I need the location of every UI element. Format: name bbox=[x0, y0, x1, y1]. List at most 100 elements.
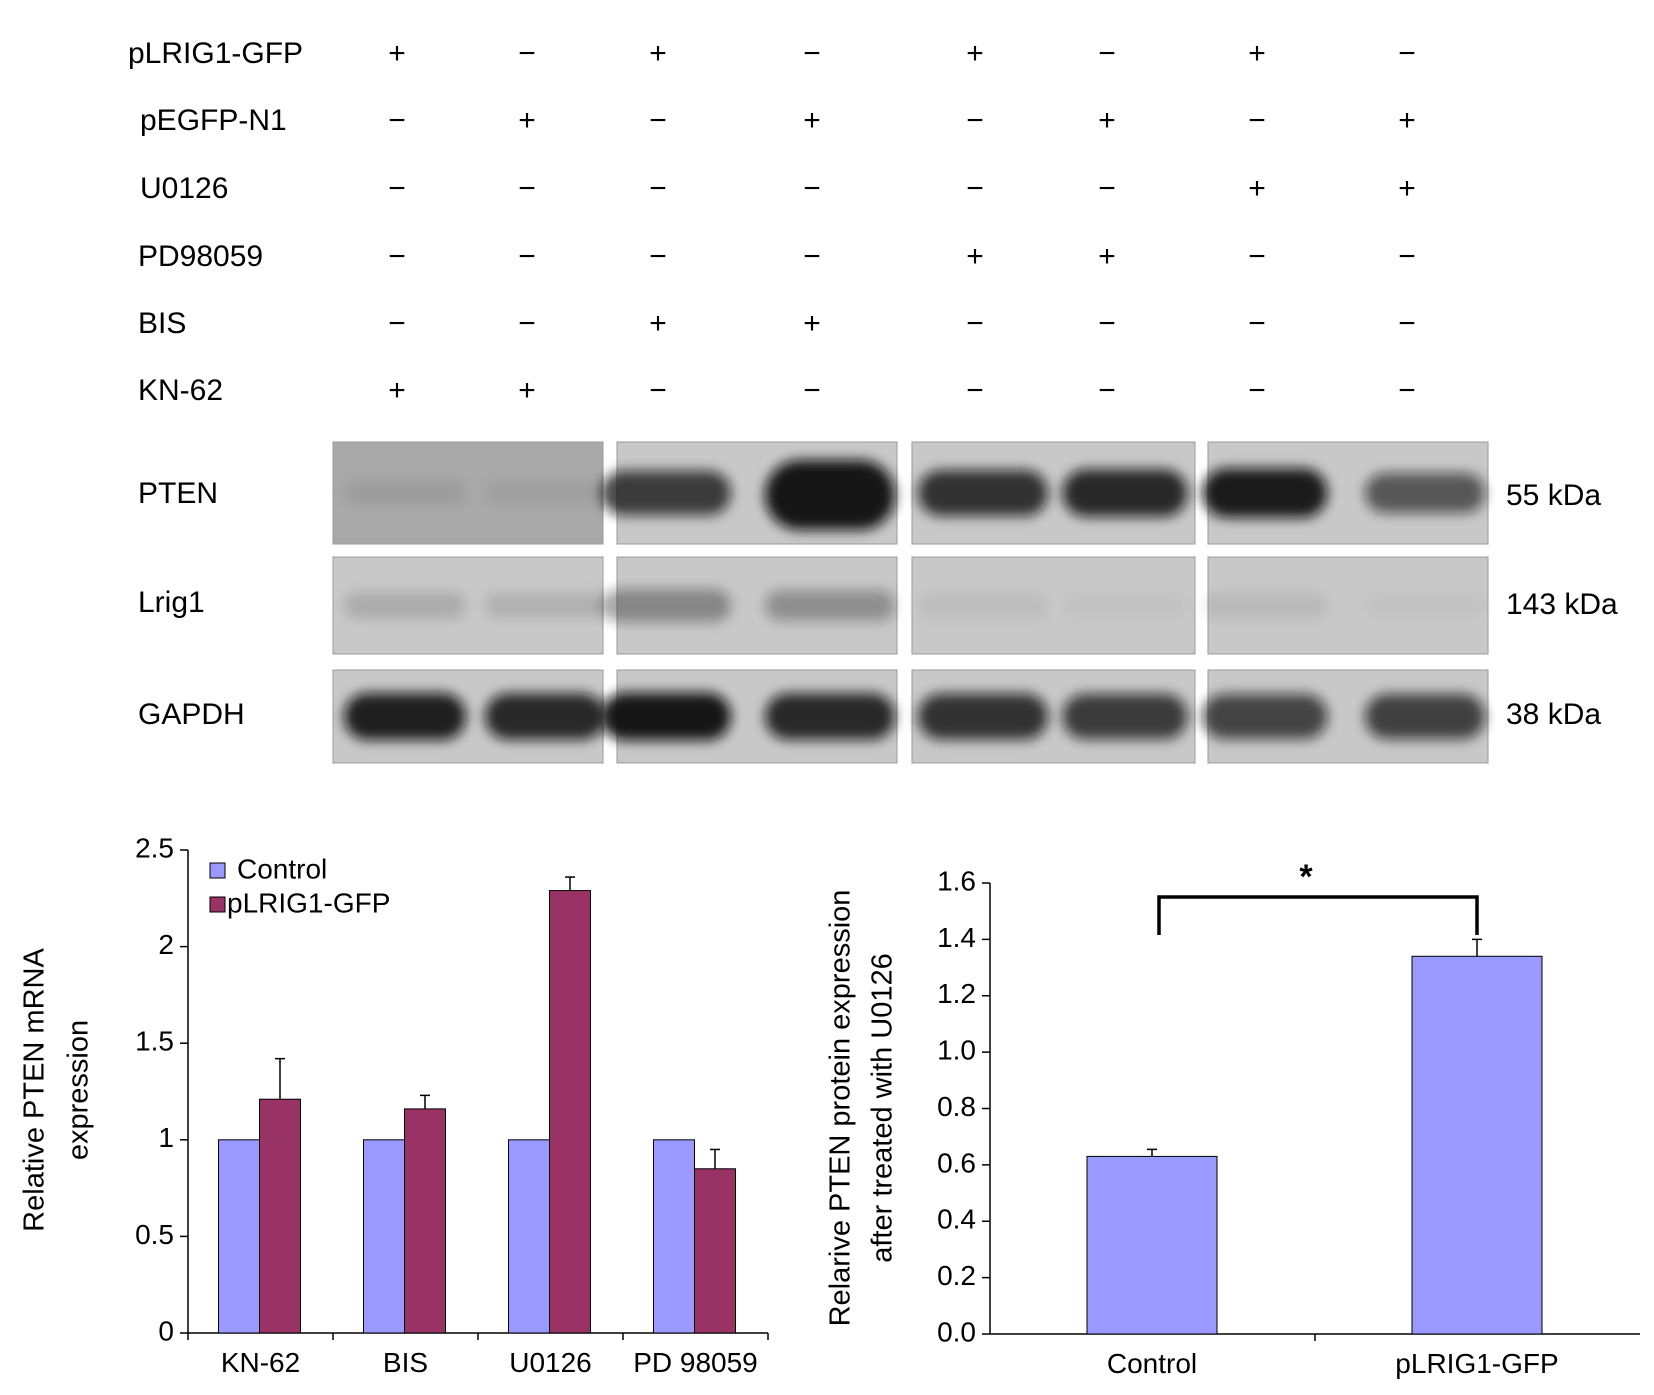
blot-size-label: 143 kDa bbox=[1506, 588, 1618, 621]
blot-band bbox=[765, 460, 895, 530]
blot-label: PTEN bbox=[138, 477, 218, 510]
legend-label: pLRIG1-GFP bbox=[227, 887, 390, 918]
treatment-sign: + bbox=[966, 37, 984, 70]
treatment-sign: + bbox=[803, 307, 821, 340]
treatment-sign: − bbox=[1248, 240, 1266, 273]
treatment-sign: − bbox=[518, 307, 536, 340]
treatment-sign: − bbox=[1098, 37, 1116, 70]
treatment-sign: + bbox=[1398, 172, 1416, 205]
blot-band bbox=[485, 592, 605, 619]
bar bbox=[363, 1139, 405, 1334]
treatment-sign: − bbox=[1398, 374, 1416, 407]
blot-band bbox=[601, 589, 731, 622]
treatment-sign: − bbox=[1398, 240, 1416, 273]
significance-bracket bbox=[1157, 895, 1479, 935]
y-tick-label: 0.2 bbox=[937, 1260, 976, 1291]
blot-size-label: 38 kDa bbox=[1506, 698, 1601, 731]
treatment-sign: + bbox=[803, 104, 821, 137]
bar bbox=[1411, 955, 1543, 1335]
treatment-sign: − bbox=[388, 104, 406, 137]
y-axis-title: after treated with U0126 bbox=[867, 953, 899, 1263]
blot-band bbox=[1202, 468, 1328, 518]
treatment-sign: − bbox=[1398, 37, 1416, 70]
blot-band bbox=[485, 693, 605, 740]
bar bbox=[218, 1139, 260, 1334]
treatment-sign: + bbox=[966, 240, 984, 273]
treatment-sign: − bbox=[518, 240, 536, 273]
treatment-sign: − bbox=[803, 37, 821, 70]
treatment-label: pLRIG1-GFP bbox=[128, 37, 303, 70]
blot-band bbox=[344, 592, 466, 619]
y-tick-label: 1 bbox=[158, 1122, 174, 1153]
treatment-sign: − bbox=[803, 172, 821, 205]
treatment-sign: + bbox=[1398, 104, 1416, 137]
bar bbox=[694, 1168, 736, 1334]
protein-bar-chart: 0.0 0.2 0.4 0.6 0.8 1.0 1.2 1.4 1.6 Control pLRIG1… bbox=[825, 858, 1640, 1379]
treatment-sign: + bbox=[1098, 240, 1116, 273]
blot-band bbox=[918, 693, 1048, 740]
mrna-bar-chart: 0 0.5 1 1.5 2 2.5 KN-62 BIS U0126 PD 98059 Control… bbox=[19, 832, 769, 1378]
x-tick-label: KN-62 bbox=[221, 1347, 300, 1378]
treatment-sign: − bbox=[966, 374, 984, 407]
legend-label: Control bbox=[237, 853, 327, 884]
blot-band bbox=[1062, 693, 1188, 740]
treatment-sign: − bbox=[1248, 307, 1266, 340]
treatment-sign: − bbox=[1398, 307, 1416, 340]
treatment-sign: − bbox=[388, 240, 406, 273]
blot-band bbox=[918, 470, 1048, 516]
treatment-label: U0126 bbox=[140, 172, 228, 205]
blot-band bbox=[1365, 473, 1485, 513]
treatment-label: KN-62 bbox=[138, 374, 223, 407]
treatment-sign: − bbox=[388, 172, 406, 205]
treatment-label: BIS bbox=[138, 307, 186, 340]
treatment-sign: + bbox=[388, 37, 406, 70]
treatment-sign: − bbox=[803, 240, 821, 273]
blot-band bbox=[765, 693, 895, 740]
treatment-sign: − bbox=[966, 307, 984, 340]
treatment-label: PD98059 bbox=[138, 240, 263, 273]
treatment-sign: + bbox=[1248, 172, 1266, 205]
blot-band bbox=[765, 590, 895, 621]
blot-label: GAPDH bbox=[138, 698, 245, 731]
x-tick-label: PD 98059 bbox=[633, 1347, 758, 1378]
significance-marker: * bbox=[1299, 858, 1313, 896]
blot-band bbox=[1062, 469, 1188, 517]
treatment-sign: − bbox=[1098, 374, 1116, 407]
legend-swatch bbox=[209, 896, 226, 913]
blot-size-label: 55 kDa bbox=[1506, 479, 1601, 512]
treatment-sign: − bbox=[518, 172, 536, 205]
x-tick-label: Control bbox=[1107, 1348, 1197, 1379]
treatment-sign: + bbox=[1248, 37, 1266, 70]
bar bbox=[549, 890, 591, 1334]
bar bbox=[508, 1139, 550, 1334]
y-tick-label: 1.2 bbox=[937, 978, 976, 1009]
legend-swatch bbox=[209, 862, 226, 879]
blot-band bbox=[918, 593, 1048, 618]
treatment-sign: − bbox=[649, 104, 667, 137]
treatment-sign: − bbox=[966, 104, 984, 137]
treatment-sign: − bbox=[1098, 307, 1116, 340]
y-tick-label: 0.0 bbox=[937, 1316, 976, 1347]
y-tick-label: 1.4 bbox=[937, 922, 976, 953]
treatment-sign: + bbox=[518, 374, 536, 407]
blot-band bbox=[1063, 594, 1188, 617]
treatment-sign: + bbox=[518, 104, 536, 137]
treatment-sign: + bbox=[649, 37, 667, 70]
y-tick-label: 2 bbox=[158, 929, 174, 960]
treatment-sign: + bbox=[649, 307, 667, 340]
western-blot: PTEN 55 kDa Lrig1 143 kDa GAPDH 38 kDa bbox=[138, 441, 1618, 764]
x-tick-label: U0126 bbox=[509, 1347, 592, 1378]
x-tick-label: BIS bbox=[383, 1347, 428, 1378]
y-tick-label: 0.5 bbox=[135, 1219, 174, 1250]
blot-band bbox=[601, 470, 731, 516]
y-tick-label: 1.5 bbox=[135, 1026, 174, 1057]
treatment-table: pLRIG1-GFP + − + − + − + − pEGFP-N1 − + − + − + − + U0126 −… bbox=[128, 37, 1416, 407]
blot-label: Lrig1 bbox=[138, 586, 205, 619]
bar bbox=[259, 1098, 301, 1334]
treatment-sign: − bbox=[649, 240, 667, 273]
blot-band bbox=[1365, 594, 1485, 617]
treatment-sign: − bbox=[388, 307, 406, 340]
y-tick-label: 1.6 bbox=[937, 865, 976, 896]
y-tick-label: 2.5 bbox=[135, 832, 174, 863]
